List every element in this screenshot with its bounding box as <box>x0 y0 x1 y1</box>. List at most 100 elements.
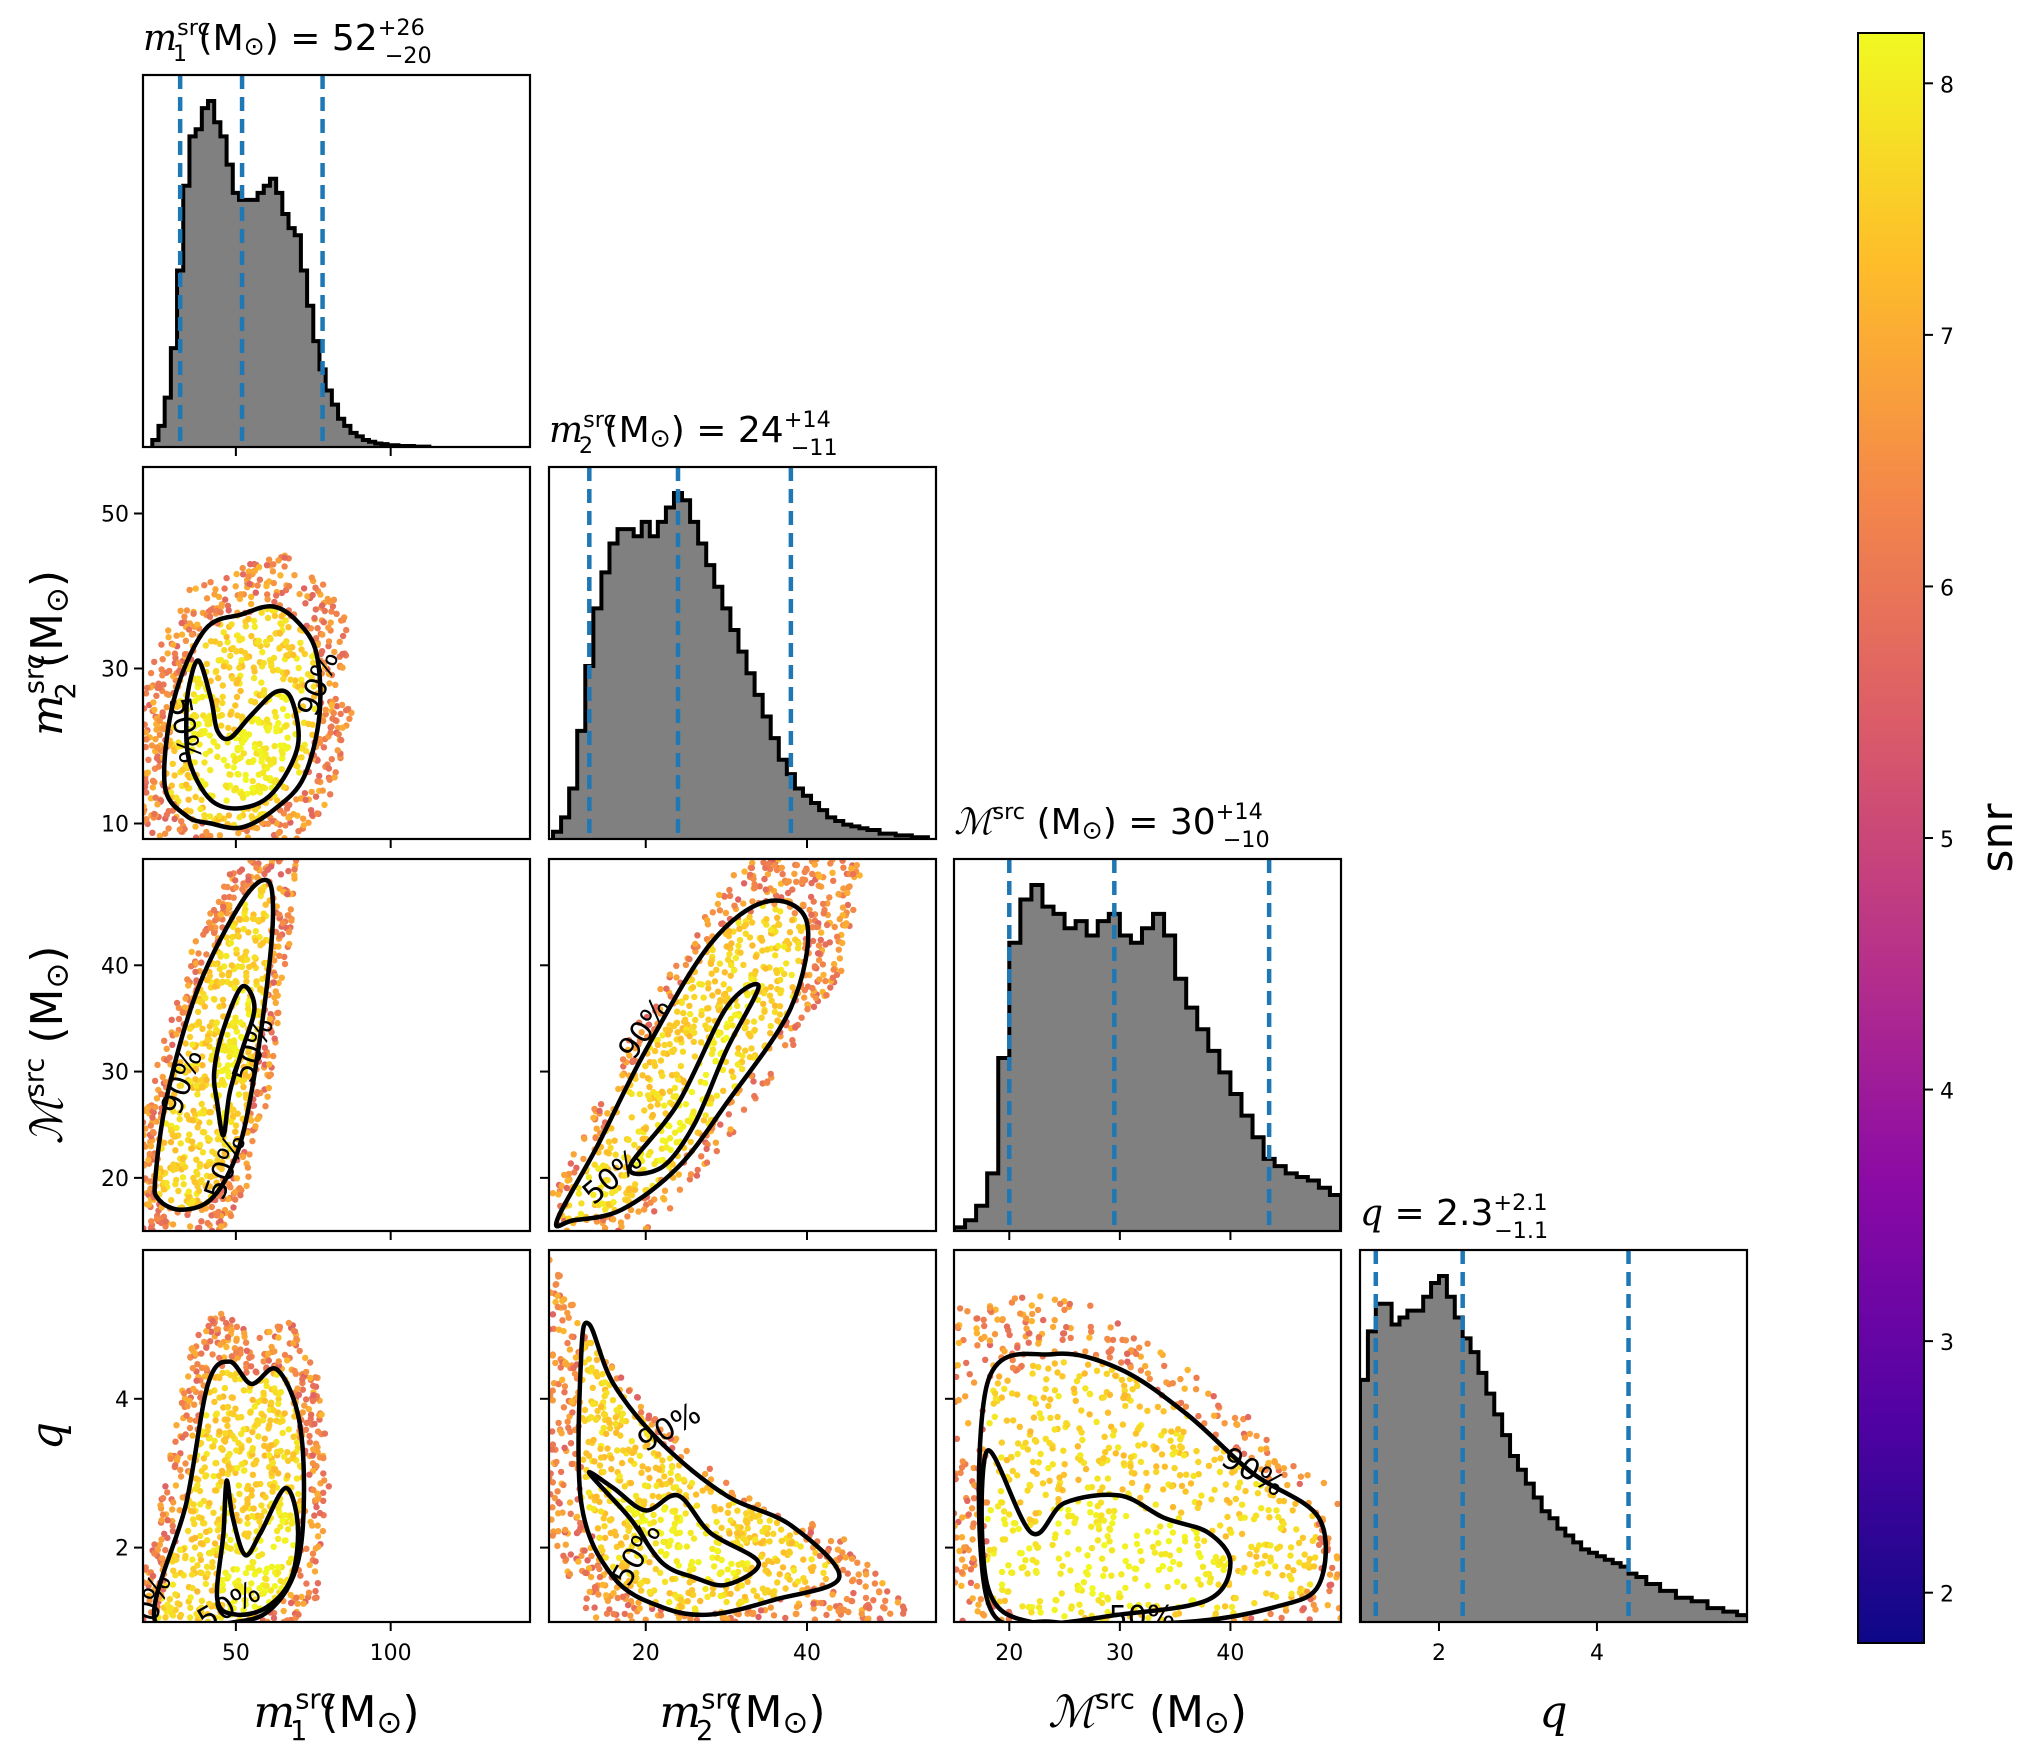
scatter-point <box>1296 1480 1304 1488</box>
scatter-point <box>246 963 253 971</box>
scatter-point <box>236 664 243 671</box>
scatter-point <box>654 1041 661 1049</box>
scatter-point <box>275 1009 282 1017</box>
scatter-point <box>262 774 270 781</box>
scatter-point <box>255 719 263 726</box>
scatter-point <box>262 901 269 908</box>
scatter-point <box>282 722 290 729</box>
scatter-point <box>143 736 150 743</box>
scatter-point <box>795 940 802 947</box>
scatter-point <box>319 581 327 588</box>
scatter-point <box>262 1103 269 1110</box>
scatter-point <box>306 1561 313 1569</box>
scatter-point <box>252 589 259 596</box>
scatter-point <box>732 954 740 962</box>
scatter-point <box>174 1454 181 1462</box>
scatter-point <box>612 1164 620 1172</box>
scatter-point <box>204 721 211 728</box>
scatter-point <box>684 1117 691 1125</box>
scatter-point <box>671 1520 679 1527</box>
scatter-point <box>807 1529 814 1536</box>
scatter-point <box>624 1213 631 1220</box>
scatter-point <box>1104 1533 1111 1540</box>
scatter-point <box>687 1529 694 1537</box>
scatter-point <box>183 781 190 788</box>
scatter-point <box>261 1044 268 1051</box>
scatter-point <box>726 951 733 958</box>
scatter-point <box>331 774 338 781</box>
scatter-point <box>672 1435 680 1442</box>
scatter-point <box>208 1587 216 1594</box>
scatter-point <box>700 1117 708 1124</box>
scatter-point <box>666 1590 673 1597</box>
scatter-point <box>591 1458 598 1465</box>
scatter-point <box>843 920 850 927</box>
scatter-point <box>162 1483 169 1490</box>
scatter-point <box>627 1479 635 1487</box>
scatter-point <box>236 1490 243 1498</box>
scatter-point <box>192 1475 200 1482</box>
scatter-point <box>151 658 158 666</box>
scatter-point <box>812 994 820 1001</box>
scatter-point <box>251 567 259 574</box>
scatter-point <box>1196 1500 1203 1507</box>
scatter-point <box>171 772 178 779</box>
scatter-point <box>831 923 838 931</box>
scatter-point <box>263 562 271 569</box>
scatter-point <box>1240 1450 1248 1458</box>
scatter-point <box>610 1590 617 1597</box>
scatter-point <box>270 1052 277 1060</box>
scatter-point <box>676 1488 683 1495</box>
scatter-point <box>872 1570 879 1577</box>
scatter-point <box>561 1171 568 1179</box>
scatter-point <box>593 1356 601 1364</box>
scatter-point <box>605 1416 612 1424</box>
scatter-point <box>332 681 339 688</box>
scatter-point <box>325 765 333 772</box>
scatter-point <box>287 1512 294 1519</box>
scatter-point <box>263 716 271 723</box>
scatter-point <box>724 1566 731 1573</box>
scatter-point <box>560 1304 568 1311</box>
scatter-point <box>334 747 341 754</box>
scatter-point <box>228 621 235 628</box>
scatter-point <box>657 985 664 993</box>
scatter-point <box>303 1545 310 1553</box>
scatter-point <box>749 898 756 905</box>
scatter-point <box>152 794 159 801</box>
scatter-point <box>209 1559 216 1566</box>
scatter-point <box>284 744 292 751</box>
histogram-fill <box>1360 1276 1747 1622</box>
scatter-point <box>275 1470 282 1477</box>
scatter-point <box>225 607 232 614</box>
scatter-point <box>159 1511 167 1518</box>
scatter-point <box>232 583 239 590</box>
scatter-point <box>803 866 810 873</box>
scatter-point <box>314 1443 321 1451</box>
scatter-point <box>223 1343 230 1351</box>
scatter-point <box>161 1037 168 1045</box>
scatter-point <box>151 810 158 818</box>
scatter-point <box>770 1530 777 1538</box>
scatter-point <box>597 1101 605 1108</box>
scatter-point <box>809 870 816 878</box>
scatter-point <box>243 654 250 661</box>
scatter-point <box>734 1061 742 1068</box>
scatter-point <box>281 1453 288 1460</box>
scatter-point <box>1326 1571 1334 1578</box>
scatter-point <box>285 867 292 875</box>
x-tick-label: 100 <box>370 1641 412 1666</box>
scatter-point <box>1055 1393 1062 1400</box>
scatter-point <box>627 1206 635 1214</box>
scatter-point <box>1028 1604 1036 1611</box>
scatter-point <box>184 771 191 779</box>
scatter-point <box>652 1464 660 1472</box>
scatter-point <box>211 996 218 1003</box>
scatter-point <box>163 1179 170 1187</box>
scatter-point <box>252 1123 259 1130</box>
scatter-point <box>233 693 241 701</box>
scatter-point <box>1051 1387 1059 1394</box>
scatter-point <box>214 753 221 760</box>
scatter-point <box>673 1558 680 1565</box>
